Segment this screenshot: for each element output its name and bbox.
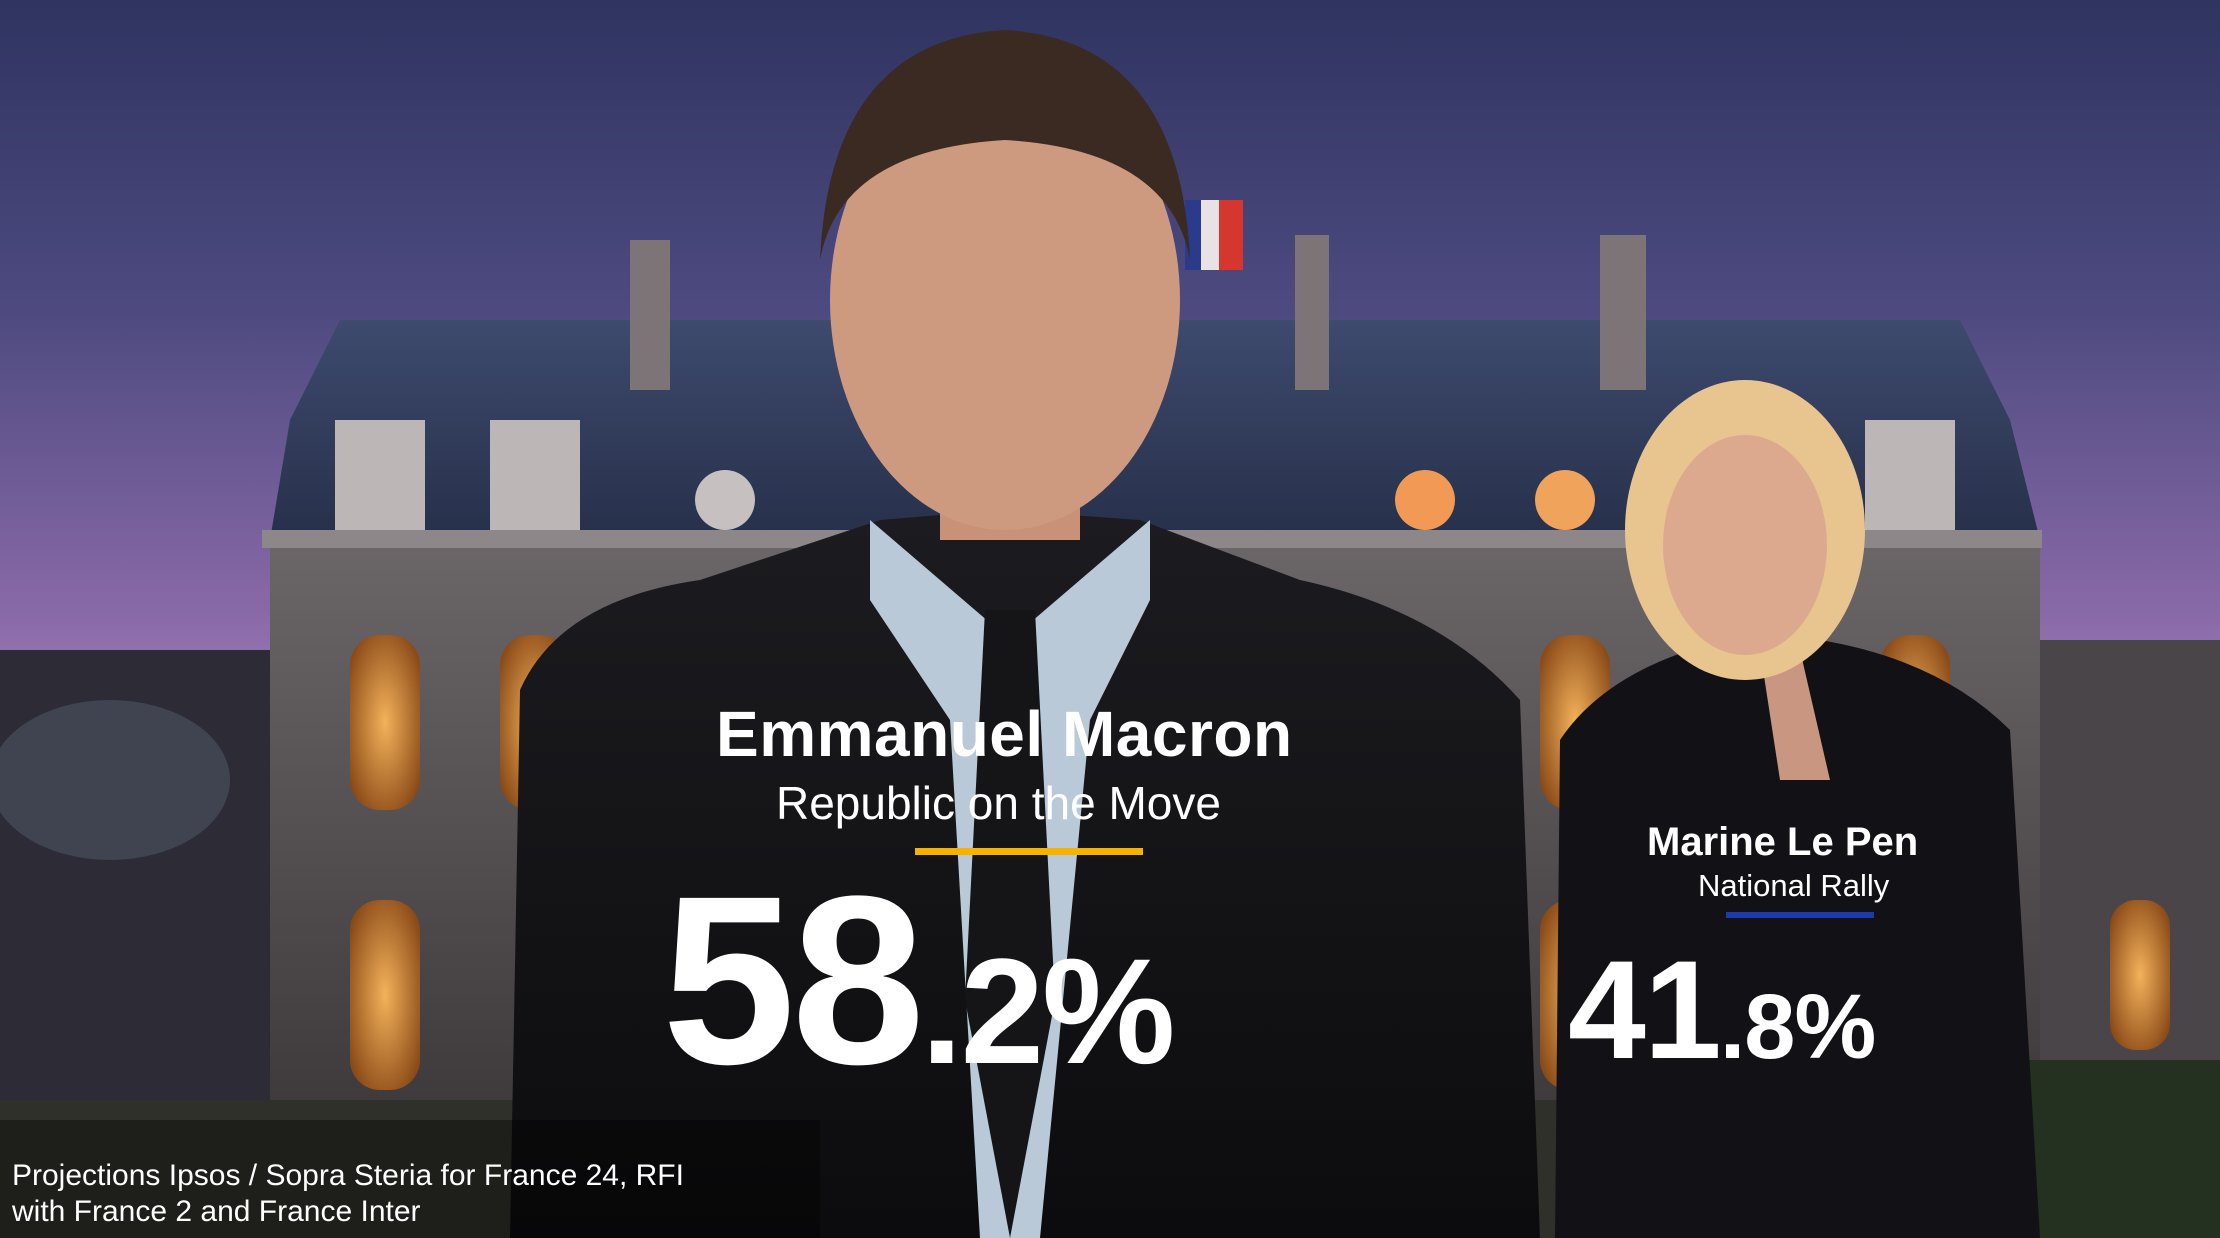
vote-share-macron-decimal: .2% — [920, 927, 1175, 1095]
le-pen-portrait — [1555, 380, 2040, 1238]
vote-share-le-pen-decimal: .8% — [1719, 976, 1877, 1078]
vote-share-macron: 58.2% — [662, 860, 1175, 1100]
candidate-name-macron: Emmanuel Macron — [716, 698, 1293, 770]
source-line-2: with France 2 and France Inter — [12, 1195, 421, 1228]
candidate-name-le-pen: Marine Le Pen — [1647, 820, 1919, 864]
vote-share-macron-integer: 58 — [662, 846, 925, 1114]
vote-share-le-pen: 41.8% — [1568, 940, 1877, 1080]
macron-portrait — [510, 30, 1540, 1238]
macron-party-color-bar — [915, 848, 1143, 855]
source-line-1: Projections Ipsos / Sopra Steria for Fra… — [12, 1159, 684, 1192]
party-name-le-pen: National Rally — [1698, 868, 1890, 903]
projection-source-note: Projections Ipsos / Sopra Steria for Fra… — [12, 1158, 684, 1230]
vote-share-le-pen-integer: 41 — [1568, 931, 1722, 1088]
le-pen-party-color-bar — [1726, 912, 1874, 918]
party-name-macron: Republic on the Move — [776, 777, 1221, 829]
